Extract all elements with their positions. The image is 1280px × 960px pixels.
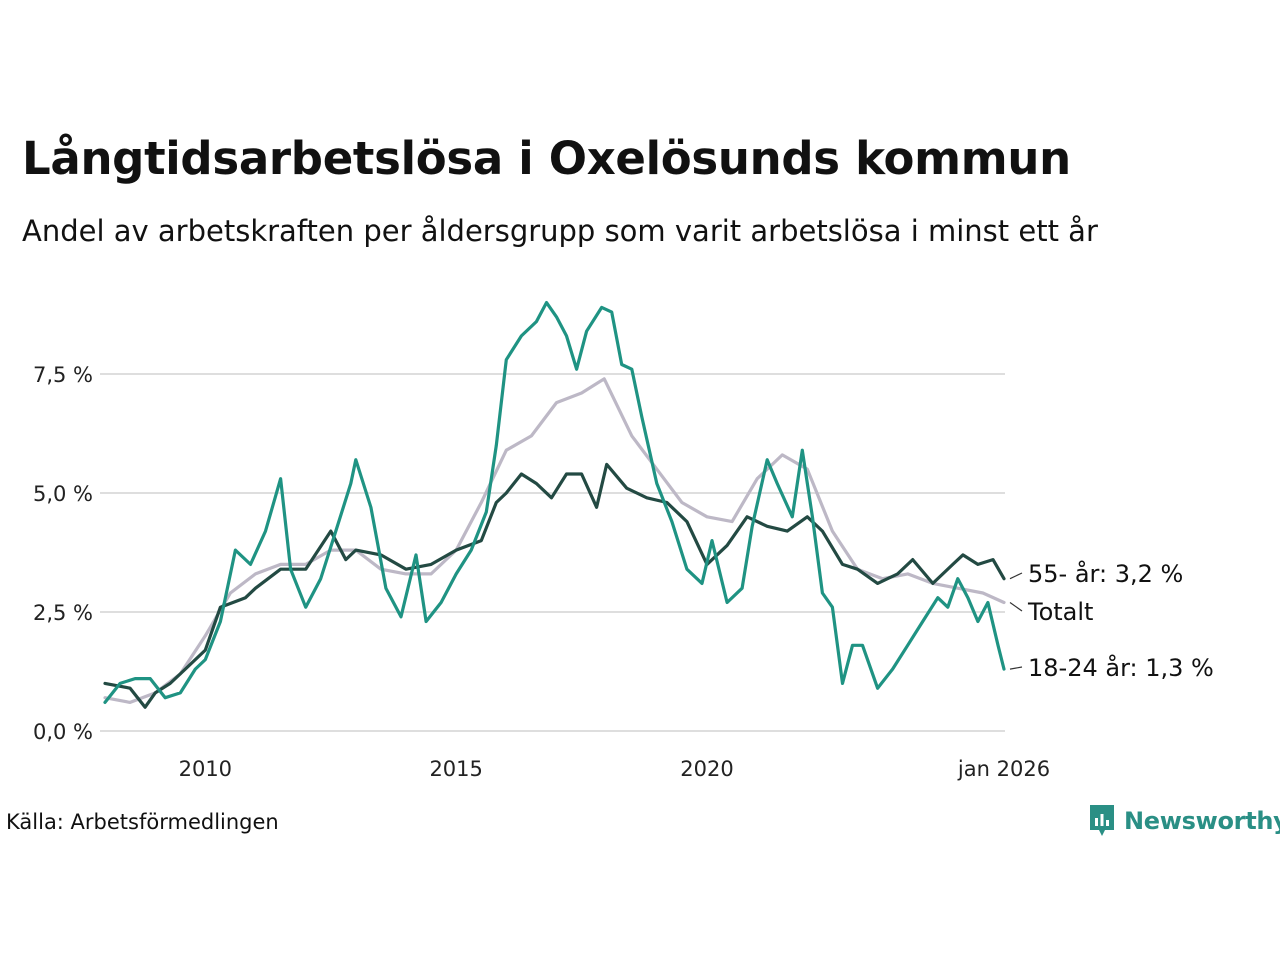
series-lines: [103, 301, 1006, 709]
source-note: Källa: Arbetsförmedlingen: [6, 810, 279, 834]
series-end-label: 55- år: 3,2 %: [1028, 559, 1183, 588]
series-line-0: [103, 377, 1006, 705]
x-tick-label: 2020: [680, 757, 733, 781]
y-tick-label: 5,0 %: [33, 482, 93, 506]
label-connector: [1009, 666, 1023, 670]
y-tick-label: 7,5 %: [33, 363, 93, 387]
label-connector: [1009, 601, 1023, 612]
newsworthy-logo-icon: [1090, 805, 1114, 836]
x-axis-ticks: 2010 2015 2020 jan 2026: [179, 757, 1050, 781]
series-end-label: Totalt: [1027, 598, 1093, 626]
x-tick-label: 2010: [179, 757, 232, 781]
y-tick-label: 2,5 %: [33, 601, 93, 625]
chart-title: Långtidsarbetslösa i Oxelösunds kommun: [22, 132, 1071, 185]
x-tick-label: jan 2026: [957, 757, 1050, 781]
label-connector: [1009, 572, 1023, 580]
series-end-label: 18-24 år: 1,3 %: [1028, 653, 1214, 682]
brand-name: Newsworthy: [1124, 807, 1280, 835]
x-tick-label: 2015: [429, 757, 482, 781]
series-end-labels: Totalt 55- år: 3,2 % 18-24 år: 1,3 %: [1009, 559, 1214, 682]
chart-subtitle: Andel av arbetskraften per åldersgrupp s…: [22, 214, 1098, 248]
y-tick-label: 0,0 %: [33, 720, 93, 744]
series-line-2: [103, 301, 1006, 705]
series-line-1: [103, 462, 1006, 709]
y-axis-ticks: 0,0 % 2,5 % 5,0 % 7,5 %: [33, 363, 93, 744]
brand-logo: Newsworthy: [1088, 802, 1280, 840]
grid-lines: [100, 373, 1005, 732]
